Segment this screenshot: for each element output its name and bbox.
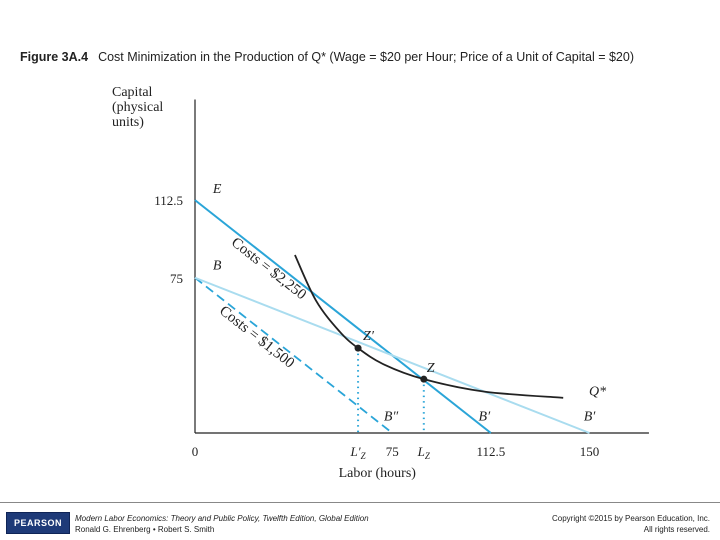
x-axis-label: Labor (hours) (339, 466, 417, 481)
point-z (354, 344, 362, 352)
y-axis-label-line-2: units) (112, 115, 144, 130)
footer-divider (0, 502, 720, 503)
y-tick-112-5: 112.5 (154, 193, 183, 208)
annotation-b-2: B″ (384, 410, 399, 425)
x-tick-75: 75 (386, 444, 399, 459)
annotation-q-5: Q* (589, 385, 606, 400)
footer-copyright: Copyright ©2015 by Pearson Education, In… (552, 513, 710, 535)
annotation-b-3: B′ (479, 410, 492, 425)
figure-label: Figure 3A.4 (20, 50, 89, 64)
footer-authors: Ronald G. Ehrenberg • Robert S. Smith (75, 525, 215, 534)
footer-rights-line: All rights reserved. (643, 525, 710, 534)
footer-book-info: Modern Labor Economics: Theory and Publi… (75, 513, 369, 535)
annotation-b-1: B (213, 258, 222, 273)
x-tick-150: 150 (580, 444, 600, 459)
point-label-z-prime: Z′ (363, 329, 375, 344)
footer-copyright-line: Copyright ©2015 by Pearson Education, In… (552, 514, 710, 523)
isocost-line-2 (194, 276, 590, 434)
isoquant-curve (294, 254, 564, 399)
x-tick-0: 0 (192, 444, 199, 459)
annotation-b-4: B′ (584, 410, 597, 425)
x-tick-l-z: L′Z (350, 444, 367, 461)
point-label-z: Z (427, 361, 435, 376)
y-axis-label-line-1: (physical (112, 100, 163, 115)
isocost-line-0 (194, 199, 492, 434)
figure-title: Figure 3A.4 Cost Minimization in the Prod… (20, 50, 715, 64)
line-label-costs-2-250: Costs = $2,250 (228, 235, 309, 304)
y-tick-75: 75 (170, 271, 183, 286)
annotation-e-0: E (212, 182, 222, 197)
x-tick-112-5: 112.5 (476, 444, 505, 459)
pearson-logo: PEARSON (6, 512, 70, 534)
figure-caption: Cost Minimization in the Production of Q… (98, 50, 634, 64)
point-z (420, 375, 428, 383)
footer-book-title: Modern Labor Economics: Theory and Publi… (75, 514, 369, 523)
y-axis-label-line-0: Capital (112, 85, 153, 100)
x-tick-l-z: LZ (417, 444, 431, 461)
